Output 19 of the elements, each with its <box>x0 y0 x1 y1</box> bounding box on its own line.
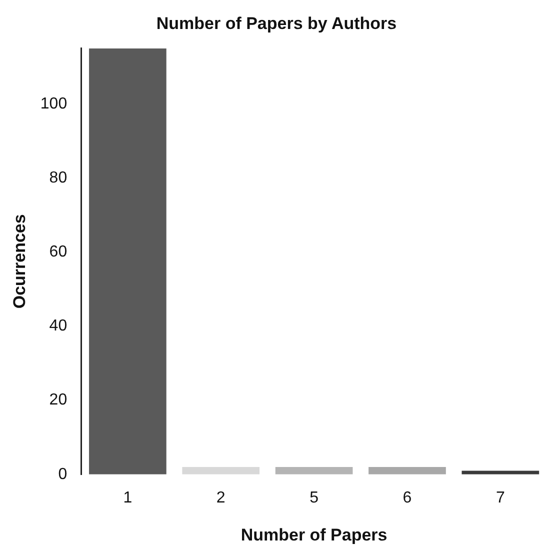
y-tick-label: 40 <box>49 318 68 335</box>
chart-title: Number of Papers by Authors <box>156 14 397 33</box>
y-tick-label: 80 <box>49 169 68 186</box>
bar <box>462 470 540 474</box>
x-tick-label: 1 <box>123 489 132 506</box>
bar <box>368 466 446 474</box>
bar <box>275 466 353 474</box>
y-tick-label: 100 <box>40 95 68 112</box>
x-tick-label: 2 <box>216 489 226 506</box>
x-tick-label: 5 <box>310 489 319 506</box>
y-axis-title: Ocurrences <box>10 214 29 309</box>
x-tick-label: 6 <box>402 489 412 506</box>
x-tick-label: 7 <box>496 489 505 506</box>
bar <box>182 466 260 474</box>
y-tick-label: 20 <box>49 392 68 409</box>
x-axis-title: Number of Papers <box>240 525 388 544</box>
y-tick-label: 0 <box>58 466 68 483</box>
y-tick-label: 60 <box>49 244 68 261</box>
bar <box>89 48 166 474</box>
